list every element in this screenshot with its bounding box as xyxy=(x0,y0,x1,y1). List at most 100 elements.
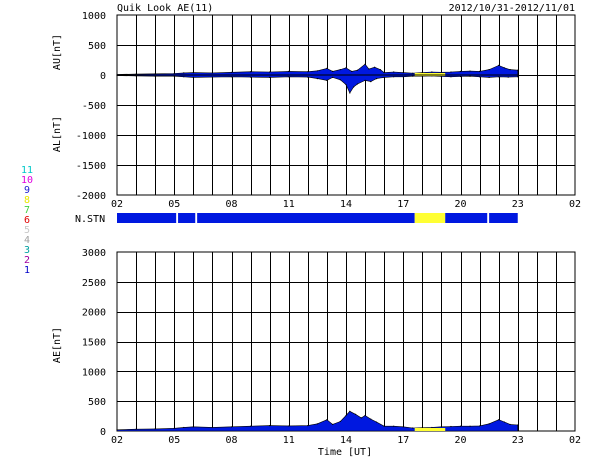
x-tick-label: 02 xyxy=(569,435,581,446)
al-point xyxy=(488,76,490,78)
y-tick-label: 3000 xyxy=(82,248,106,259)
x-tick-label: 05 xyxy=(168,199,180,210)
al-point xyxy=(498,76,500,78)
ae-point xyxy=(440,426,443,428)
au-point xyxy=(307,71,309,73)
au-point xyxy=(488,69,490,71)
ae-point xyxy=(450,425,452,428)
al-point xyxy=(154,75,156,77)
au-point xyxy=(183,72,185,74)
y-tick-label: -1000 xyxy=(76,131,106,142)
ae-point xyxy=(517,424,519,426)
al-point xyxy=(316,78,318,80)
au-point xyxy=(383,72,385,74)
ae-point xyxy=(316,423,318,425)
au-point xyxy=(192,72,194,74)
legend-number: 2 xyxy=(24,255,30,266)
ae-point xyxy=(307,425,309,427)
au-area xyxy=(116,63,519,76)
al-point xyxy=(183,76,185,78)
ae-data xyxy=(116,410,519,432)
nstn-bar xyxy=(117,213,518,223)
al-point xyxy=(135,75,137,77)
ae-point xyxy=(154,428,156,430)
ae-point xyxy=(364,414,366,417)
x-tick-label: 17 xyxy=(397,435,409,446)
au-point xyxy=(230,71,233,73)
nstn-label: N.STN xyxy=(75,214,105,225)
y-tick-label: -2000 xyxy=(76,191,106,202)
al-point xyxy=(211,76,214,78)
au-point xyxy=(211,72,214,74)
x-tick-label: 17 xyxy=(397,199,409,210)
au-point xyxy=(364,63,366,65)
al-point xyxy=(173,75,175,77)
y-tick-label: -500 xyxy=(82,101,106,112)
au-axis-label: AU[nT] xyxy=(52,34,63,70)
al-point xyxy=(364,79,366,81)
ae-point xyxy=(375,421,378,423)
ae-point xyxy=(288,425,290,427)
x-tick-label: 20 xyxy=(454,199,466,210)
nstn-segment xyxy=(489,213,518,223)
legend-number: 9 xyxy=(24,185,30,196)
nstn-segment xyxy=(178,213,196,223)
ae-point xyxy=(249,425,252,427)
ae-point xyxy=(192,426,194,428)
ae-point xyxy=(332,423,334,426)
au-point xyxy=(379,69,381,71)
al-area xyxy=(116,74,519,94)
legend-number: 7 xyxy=(24,205,30,216)
au-point xyxy=(356,69,359,71)
au-point xyxy=(402,72,404,74)
legend-number: 4 xyxy=(24,235,30,246)
ae-point xyxy=(431,426,433,429)
missing-station-highlight xyxy=(414,428,446,431)
al-point xyxy=(459,75,462,78)
legend-number: 8 xyxy=(24,195,30,206)
ae-grid xyxy=(116,251,576,432)
al-point xyxy=(192,76,194,78)
au-point xyxy=(249,71,252,73)
ae-panel: 3000 2500 2000 1500 1000 500 0 02 05 08 11 14 17 20 2… xyxy=(52,248,581,446)
al-point xyxy=(249,76,252,78)
ae-point xyxy=(116,429,118,431)
ae-point xyxy=(402,426,404,428)
y-tick-label: 1500 xyxy=(82,338,106,349)
au-point xyxy=(509,69,511,71)
ae-point xyxy=(173,427,175,429)
al-point xyxy=(412,75,414,77)
nstn-segment xyxy=(445,213,488,223)
y-tick-label: 0 xyxy=(100,71,106,82)
ae-point xyxy=(469,425,471,427)
al-point xyxy=(269,76,271,78)
x-tick-label: 02 xyxy=(111,435,123,446)
al-point xyxy=(517,76,519,78)
y-tick-label: 1000 xyxy=(82,367,106,378)
au-point xyxy=(269,71,271,73)
au-al-y-ticks: 1000 500 0 -500 -1000 -1500 -2000 xyxy=(76,11,106,202)
ae-point xyxy=(349,410,351,412)
x-tick-label: 23 xyxy=(512,435,524,446)
au-point xyxy=(440,71,443,73)
au-point xyxy=(332,70,334,72)
legend-number: 3 xyxy=(24,245,30,256)
au-point xyxy=(135,73,137,75)
ae-point xyxy=(135,428,137,430)
ae-point xyxy=(269,425,271,427)
y-tick-label: 2000 xyxy=(82,308,106,319)
y-tick-label: -1500 xyxy=(76,161,106,172)
x-tick-label: 02 xyxy=(569,199,581,210)
ae-point xyxy=(339,420,341,423)
al-point xyxy=(469,75,471,77)
x-tick-label: 14 xyxy=(340,435,352,446)
x-tick-label: 11 xyxy=(283,435,295,446)
al-point xyxy=(383,76,385,78)
au-point xyxy=(431,71,433,73)
al-point xyxy=(370,81,372,83)
ae-point xyxy=(459,425,462,427)
au-point xyxy=(316,70,318,72)
x-tick-label: 14 xyxy=(340,199,352,210)
